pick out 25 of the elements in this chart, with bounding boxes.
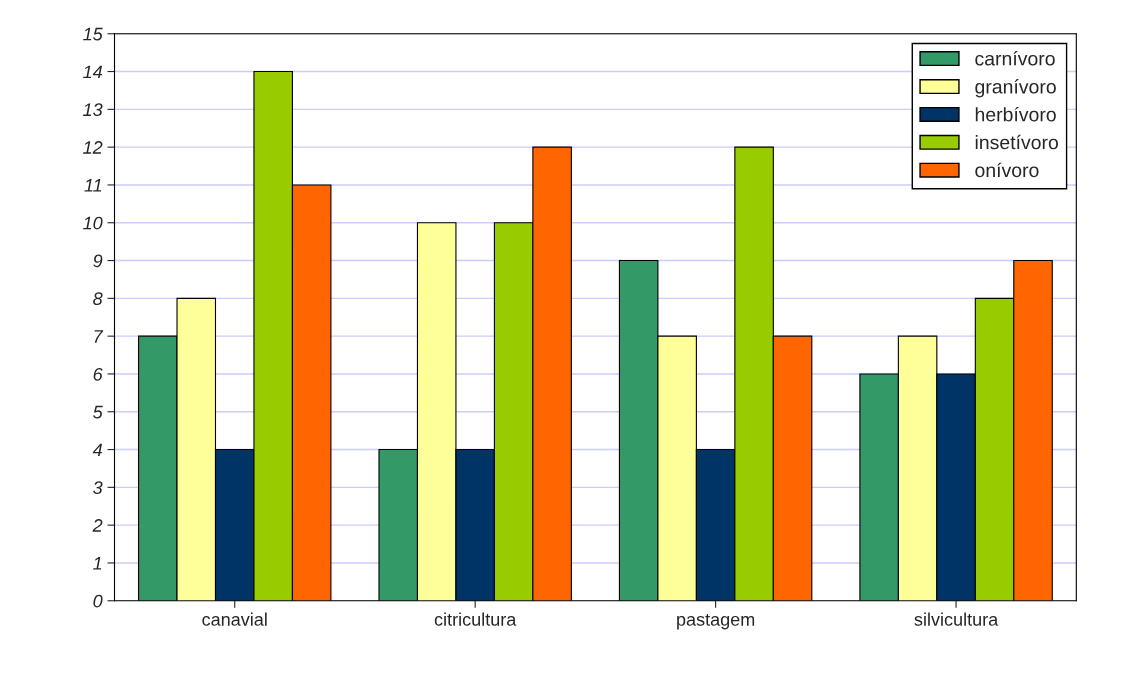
y-tick-label: 4 xyxy=(92,443,103,457)
legend-label: insetívoro xyxy=(975,134,1058,150)
y-tick-label: 1 xyxy=(93,557,102,570)
legend-label: granívoro xyxy=(975,79,1056,98)
legend-label: herbívoro xyxy=(975,106,1056,122)
y-tick-label: 9 xyxy=(93,254,103,268)
y-tick-label: 7 xyxy=(94,330,104,343)
y-tick-label: 11 xyxy=(84,179,102,192)
y-tick-label: 3 xyxy=(93,481,103,495)
x-tick-label: canavial xyxy=(202,612,267,626)
y-tick-label: 10 xyxy=(83,216,103,230)
x-tick-label: pastagem xyxy=(677,613,755,630)
y-tick-label: 6 xyxy=(93,367,103,381)
y-tick-label: 2 xyxy=(92,519,103,532)
y-tick-label: 14 xyxy=(83,65,103,79)
y-tick-label: 8 xyxy=(93,292,103,306)
y-tick-label: 15 xyxy=(83,27,103,41)
y-tick-label: 5 xyxy=(93,405,103,419)
x-tick-label: citricultura xyxy=(434,612,517,626)
legend-label: carnívoro xyxy=(975,51,1055,66)
x-tick-label: silvicultura xyxy=(914,612,999,626)
y-tick-label: 12 xyxy=(83,141,103,154)
y-tick-label: 0 xyxy=(93,594,103,608)
y-tick-label: 13 xyxy=(83,103,103,117)
legend-label: onívoro xyxy=(975,162,1039,178)
